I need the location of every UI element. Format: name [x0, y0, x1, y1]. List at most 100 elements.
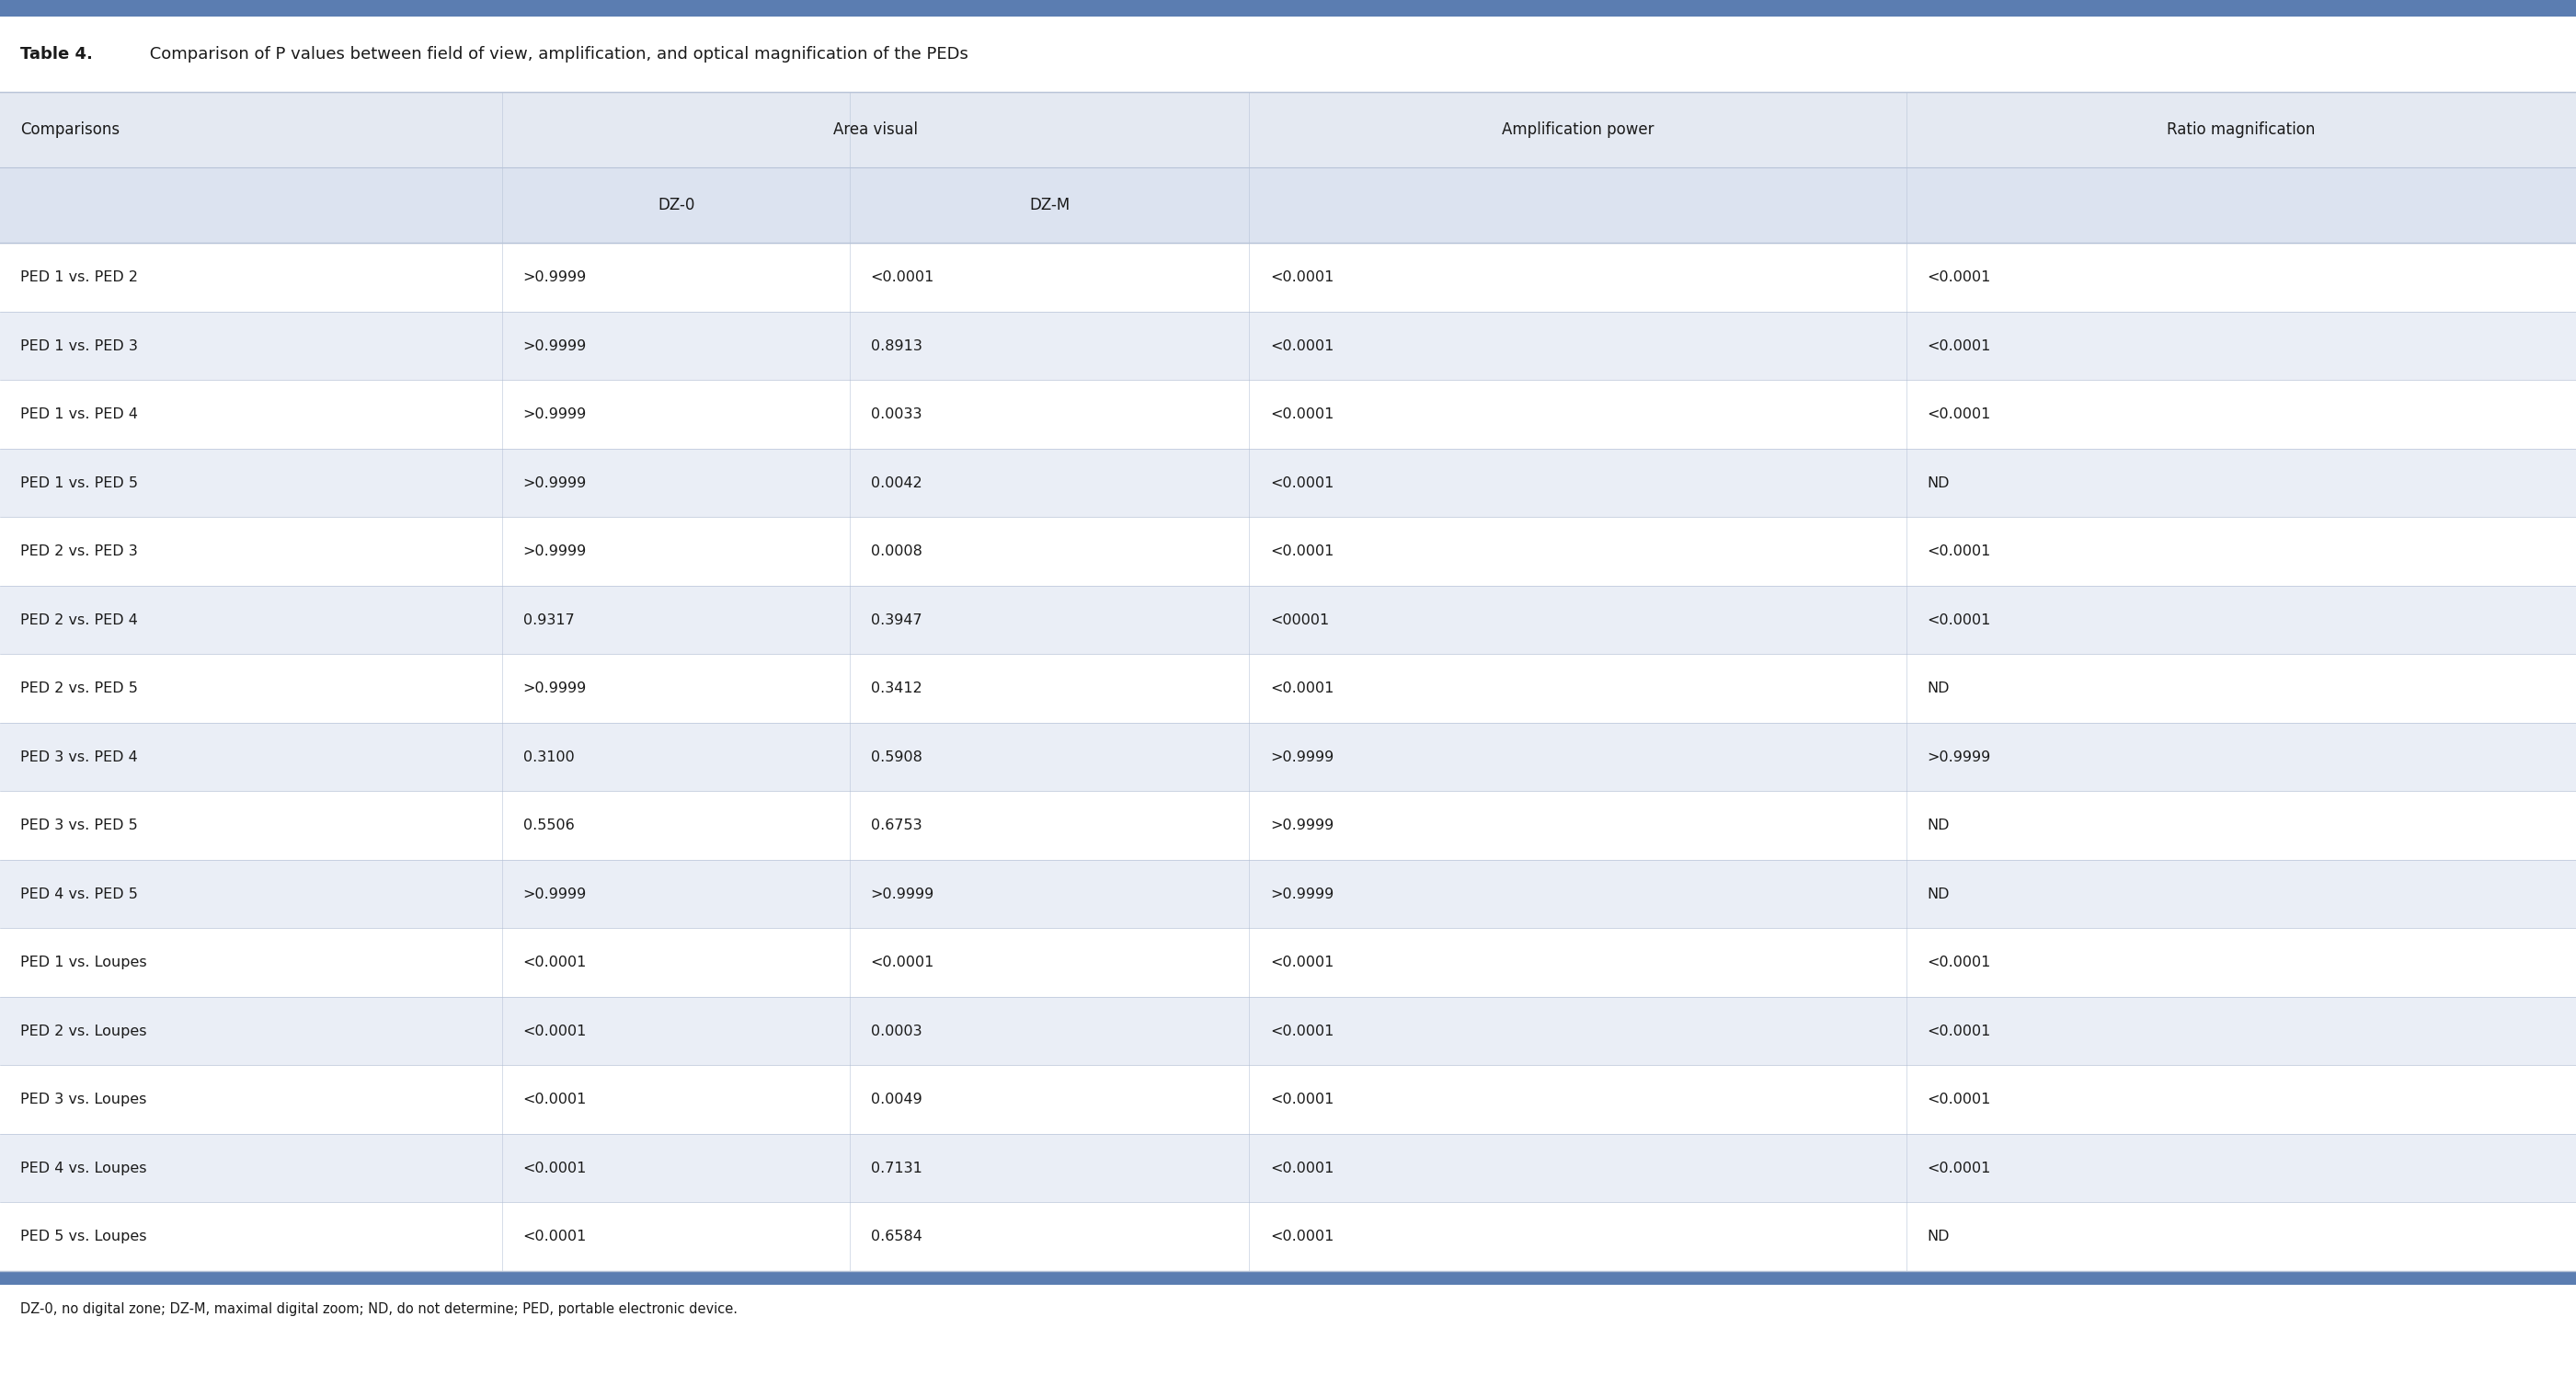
- Text: >0.9999: >0.9999: [1270, 819, 1334, 833]
- Bar: [0, 517, 2576, 585]
- Text: 0.0049: 0.0049: [871, 1092, 922, 1106]
- Bar: [0, 0, 2576, 16]
- Text: <0.0001: <0.0001: [1927, 1024, 1991, 1037]
- Text: DZ-0: DZ-0: [657, 196, 696, 214]
- Text: <0.0001: <0.0001: [1270, 544, 1334, 558]
- Bar: [0, 860, 2576, 929]
- Text: 0.5908: 0.5908: [871, 750, 922, 764]
- Text: Comparisons: Comparisons: [21, 121, 121, 139]
- Bar: [0, 1134, 2576, 1202]
- Text: <0.0001: <0.0001: [1927, 956, 1991, 970]
- Bar: [0, 16, 2576, 92]
- Text: Comparison of P values between field of view, amplification, and optical magnifi: Comparison of P values between field of …: [144, 45, 969, 63]
- Text: <0.0001: <0.0001: [1270, 339, 1334, 353]
- Text: <0.0001: <0.0001: [871, 271, 935, 284]
- Bar: [0, 654, 2576, 723]
- Text: >0.9999: >0.9999: [871, 888, 935, 901]
- Text: <0.0001: <0.0001: [523, 1230, 587, 1243]
- Text: <0.0001: <0.0001: [1270, 477, 1334, 491]
- Text: 0.6584: 0.6584: [871, 1230, 922, 1243]
- Text: <0.0001: <0.0001: [1270, 271, 1334, 284]
- Text: >0.9999: >0.9999: [1270, 888, 1334, 901]
- Text: 0.3947: 0.3947: [871, 613, 922, 627]
- Text: PED 2 vs. PED 4: PED 2 vs. PED 4: [21, 613, 139, 627]
- Text: <0.0001: <0.0001: [1927, 339, 1991, 353]
- Text: 0.8913: 0.8913: [871, 339, 922, 353]
- Text: <0.0001: <0.0001: [523, 1092, 587, 1106]
- Text: 0.7131: 0.7131: [871, 1161, 922, 1175]
- Bar: [0, 723, 2576, 791]
- Text: <0.0001: <0.0001: [871, 956, 935, 970]
- Text: <00001: <00001: [1270, 613, 1329, 627]
- Text: PED 1 vs. PED 5: PED 1 vs. PED 5: [21, 477, 139, 491]
- Text: <0.0001: <0.0001: [1927, 1161, 1991, 1175]
- Text: 0.3412: 0.3412: [871, 682, 922, 695]
- Text: <0.0001: <0.0001: [1270, 682, 1334, 695]
- Text: <0.0001: <0.0001: [1927, 613, 1991, 627]
- Bar: [0, 1202, 2576, 1271]
- Text: <0.0001: <0.0001: [523, 956, 587, 970]
- Bar: [0, 998, 2576, 1065]
- Bar: [0, 791, 2576, 860]
- Text: PED 5 vs. Loupes: PED 5 vs. Loupes: [21, 1230, 147, 1243]
- Text: ND: ND: [1927, 682, 1950, 695]
- Text: Area visual: Area visual: [835, 121, 917, 139]
- Text: PED 1 vs. PED 2: PED 1 vs. PED 2: [21, 271, 139, 284]
- Text: PED 4 vs. Loupes: PED 4 vs. Loupes: [21, 1161, 147, 1175]
- Bar: [0, 929, 2576, 998]
- Text: >0.9999: >0.9999: [1270, 750, 1334, 764]
- Text: 0.5506: 0.5506: [523, 819, 574, 833]
- Bar: [0, 92, 2576, 168]
- Text: PED 3 vs. Loupes: PED 3 vs. Loupes: [21, 1092, 147, 1106]
- Text: >0.9999: >0.9999: [523, 339, 587, 353]
- Text: <0.0001: <0.0001: [1270, 956, 1334, 970]
- Bar: [0, 312, 2576, 381]
- Text: PED 3 vs. PED 4: PED 3 vs. PED 4: [21, 750, 139, 764]
- Bar: [0, 381, 2576, 449]
- Text: Table 4.: Table 4.: [21, 45, 93, 63]
- Text: ND: ND: [1927, 888, 1950, 901]
- Text: >0.9999: >0.9999: [523, 888, 587, 901]
- Text: >0.9999: >0.9999: [523, 271, 587, 284]
- Text: ND: ND: [1927, 1230, 1950, 1243]
- Text: >0.9999: >0.9999: [523, 682, 587, 695]
- Text: <0.0001: <0.0001: [1270, 1092, 1334, 1106]
- Text: >0.9999: >0.9999: [1927, 750, 1991, 764]
- Text: PED 1 vs. PED 4: PED 1 vs. PED 4: [21, 408, 139, 422]
- Text: ND: ND: [1927, 819, 1950, 833]
- Text: <0.0001: <0.0001: [1927, 271, 1991, 284]
- Text: <0.0001: <0.0001: [1270, 1230, 1334, 1243]
- Text: PED 1 vs. PED 3: PED 1 vs. PED 3: [21, 339, 139, 353]
- Text: >0.9999: >0.9999: [523, 544, 587, 558]
- Bar: [0, 243, 2576, 312]
- Text: DZ-0, no digital zone; DZ-M, maximal digital zoom; ND, do not determine; PED, po: DZ-0, no digital zone; DZ-M, maximal dig…: [21, 1301, 737, 1316]
- Bar: [0, 168, 2576, 243]
- Text: 0.3100: 0.3100: [523, 750, 574, 764]
- Text: <0.0001: <0.0001: [1270, 1161, 1334, 1175]
- Text: >0.9999: >0.9999: [523, 408, 587, 422]
- Bar: [0, 1271, 2576, 1285]
- Text: ND: ND: [1927, 477, 1950, 491]
- Text: <0.0001: <0.0001: [1927, 1092, 1991, 1106]
- Bar: [0, 585, 2576, 654]
- Text: 0.0033: 0.0033: [871, 408, 922, 422]
- Text: 0.0003: 0.0003: [871, 1024, 922, 1037]
- Text: >0.9999: >0.9999: [523, 477, 587, 491]
- Text: 0.9317: 0.9317: [523, 613, 574, 627]
- Text: Ratio magnification: Ratio magnification: [2166, 121, 2316, 139]
- Text: PED 2 vs. PED 3: PED 2 vs. PED 3: [21, 544, 139, 558]
- Bar: [0, 449, 2576, 517]
- Text: PED 3 vs. PED 5: PED 3 vs. PED 5: [21, 819, 139, 833]
- Text: PED 2 vs. Loupes: PED 2 vs. Loupes: [21, 1024, 147, 1037]
- Bar: [0, 1065, 2576, 1134]
- Text: 0.6753: 0.6753: [871, 819, 922, 833]
- Text: 0.0042: 0.0042: [871, 477, 922, 491]
- Text: Amplification power: Amplification power: [1502, 121, 1654, 139]
- Text: DZ-M: DZ-M: [1030, 196, 1069, 214]
- Text: <0.0001: <0.0001: [1927, 544, 1991, 558]
- Text: <0.0001: <0.0001: [1270, 408, 1334, 422]
- Text: <0.0001: <0.0001: [1270, 1024, 1334, 1037]
- Text: <0.0001: <0.0001: [1927, 408, 1991, 422]
- Text: PED 1 vs. Loupes: PED 1 vs. Loupes: [21, 956, 147, 970]
- Text: PED 4 vs. PED 5: PED 4 vs. PED 5: [21, 888, 139, 901]
